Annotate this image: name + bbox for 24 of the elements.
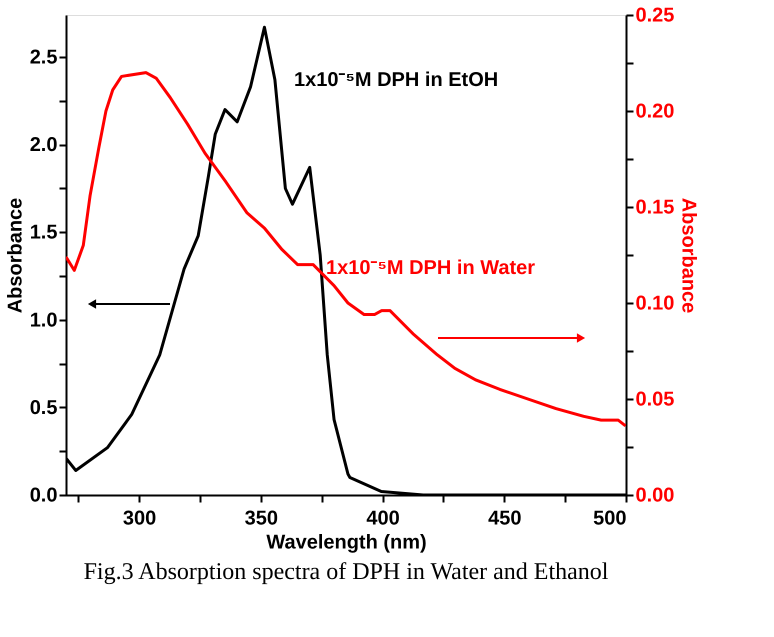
x-tick-label: 500 <box>593 508 626 530</box>
x-tick-label: 350 <box>244 508 278 530</box>
y-tick-label: 0.0 <box>30 484 58 506</box>
y-tick-label: 1.5 <box>30 222 58 244</box>
y2-tick-label: 0.20 <box>636 100 674 122</box>
y-axis-title: Absorbance <box>4 198 27 314</box>
y-tick-label: 2.5 <box>30 46 58 69</box>
y-tick-label: 0.5 <box>30 396 58 419</box>
x-tick-label: 400 <box>366 508 400 530</box>
line-series <box>66 71 626 428</box>
x-tick-label: 450 <box>488 508 522 530</box>
x-axis-title: Wavelength (nm) <box>266 532 427 554</box>
x-tick-label: 300 <box>122 508 156 530</box>
y-tick-label: 2.0 <box>30 134 58 156</box>
y-tick-label: 1.0 <box>30 309 58 332</box>
y2-tick-label: 0.10 <box>636 292 674 314</box>
y2-tick-label: 0.15 <box>636 196 674 218</box>
y2-tick-label: 0.25 <box>636 4 674 26</box>
series-label: 1x10⁻⁵M DPH in EtOH <box>294 69 498 91</box>
y2-tick-label: 0.00 <box>636 484 674 506</box>
caption: Fig.3 Absorption spectra of DPH in Water and Ethanol <box>84 559 609 585</box>
y2-tick-label: 0.05 <box>636 388 674 410</box>
series-label: 1x10⁻⁵M DPH in Water <box>326 257 536 279</box>
y2-axis-title: Absorbance <box>677 198 700 314</box>
